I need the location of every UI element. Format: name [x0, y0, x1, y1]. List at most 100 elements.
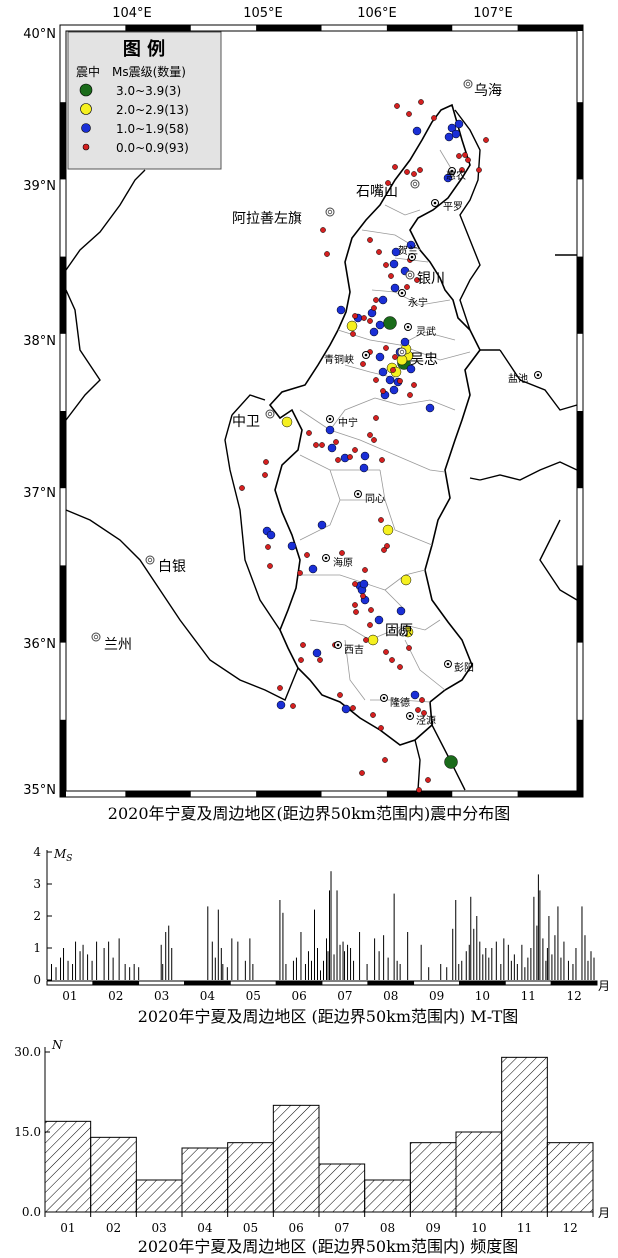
freq-month-label: 07	[334, 1221, 349, 1235]
frame-bar	[60, 256, 66, 334]
epicenter-dot	[397, 378, 403, 384]
epicenter-dot	[378, 295, 388, 305]
epicenter-dot	[297, 570, 303, 576]
city-label: 中宁	[338, 416, 358, 429]
epicenter-dot	[375, 320, 385, 330]
city-marker-dot	[93, 634, 99, 640]
freq-month-label: 05	[243, 1221, 258, 1235]
epicenter-dot	[414, 277, 420, 283]
map-caption: 2020年宁夏及周边地区(距边界50km范围内)震中分布图	[108, 804, 510, 823]
epicenter-dot	[425, 403, 435, 413]
frame-bar	[60, 102, 66, 180]
epicenter-dot	[363, 637, 369, 643]
mt-bars	[51, 871, 595, 980]
mt-month-strip	[504, 980, 552, 986]
epicenter-dot	[359, 463, 369, 473]
legend-title: 图 例	[123, 38, 165, 60]
epicenter-dot	[352, 313, 358, 319]
epicenter-dot	[263, 459, 269, 465]
mt-xunit: 月	[598, 979, 610, 993]
city-label: 灵武	[416, 325, 436, 338]
mt-y-tick-label: 0	[33, 973, 41, 987]
mt-month-strip	[92, 980, 140, 986]
epicenter-dot	[400, 574, 412, 586]
freq-month-label: 09	[426, 1221, 441, 1235]
epicenter-dot	[350, 705, 356, 711]
epicenter-dot	[308, 564, 318, 574]
epicenter-dot	[462, 152, 468, 158]
freq-xunit: 月	[598, 1206, 610, 1220]
city-18: 固原	[385, 623, 413, 639]
city-marker-dot	[400, 291, 404, 295]
epicenter-dot	[378, 367, 388, 377]
city-marker-dot	[450, 169, 454, 173]
mt-month-strip	[46, 980, 94, 986]
freq-month-label: 02	[106, 1221, 121, 1235]
city-15: 白银	[145, 555, 186, 575]
freq-month-label: 03	[152, 1221, 167, 1235]
frame-bar	[386, 25, 453, 31]
city-marker-dot	[412, 181, 418, 187]
longitude-tick-label: 105°E	[243, 6, 283, 21]
epicenter-dot	[394, 103, 400, 109]
epicenter-dot	[361, 315, 367, 321]
city-label: 彭阳	[454, 661, 474, 674]
epicenter-dot	[317, 657, 323, 663]
city-14: 同心	[354, 490, 385, 505]
epicenter-dot	[382, 757, 388, 763]
longitude-tick-label: 106°E	[357, 6, 397, 21]
epicenter-dot	[378, 725, 384, 731]
epicenter-dot	[324, 251, 330, 257]
frame-bar	[125, 25, 191, 31]
epicenter-dot	[389, 385, 399, 395]
city-10: 吴忠	[397, 347, 438, 368]
epicenter-dot	[353, 609, 359, 615]
epicenter-dot	[320, 227, 326, 233]
city-marker-dot	[399, 349, 405, 355]
city-marker-dot	[324, 556, 328, 560]
epicenter-dot	[325, 425, 335, 435]
epicenter-dot	[416, 787, 422, 793]
latitude-tick-label: 35°N	[23, 783, 56, 798]
epicenter-dot	[367, 432, 373, 438]
epicenter-dot	[346, 320, 358, 332]
epicenter-dot	[456, 153, 462, 159]
frame-bar	[577, 102, 583, 180]
epicenter-dot	[360, 451, 370, 461]
epicenter-dot	[367, 318, 373, 324]
epicenter-dot	[267, 563, 273, 569]
legend-item-label: 2.0~2.9(13)	[116, 103, 189, 117]
city-20: 彭阳	[444, 660, 474, 674]
epicenter-dot	[425, 777, 431, 783]
epicenter-dot	[391, 247, 401, 257]
map-frame-ticks	[60, 25, 583, 797]
city-17: 兰州	[91, 632, 132, 653]
city-marker-dot	[407, 272, 413, 278]
mt-month-label: 11	[521, 989, 536, 1003]
mt-month-strip	[413, 980, 460, 986]
city-marker-dot	[406, 325, 410, 329]
city-12: 中卫	[232, 409, 275, 430]
freq-ylabel: N	[51, 1038, 63, 1052]
epicenter-dot	[383, 316, 397, 330]
epicenter-map: 图 例 震中 Ms震级(数量) 3.0~3.9(3) 2.0~2.9(13) 1.0…	[23, 6, 584, 823]
epicenter-dot	[404, 169, 410, 175]
epicenter-dot	[313, 442, 319, 448]
epicenter-dot	[447, 123, 457, 133]
epicenter-dot	[454, 119, 464, 129]
latitude-tick-label: 37°N	[23, 486, 56, 501]
epicenter-dot	[239, 485, 245, 491]
epicenter-dot	[385, 375, 395, 385]
legend-item-label: 1.0~1.9(58)	[116, 122, 189, 136]
epicenter-dot	[383, 262, 389, 268]
freq-bar	[318, 1163, 366, 1213]
epicenter-dot	[265, 544, 271, 550]
legend-marker	[80, 103, 92, 115]
epicenter-dot	[412, 126, 422, 136]
epicenter-dot	[371, 437, 377, 443]
city-label: 贺兰	[398, 244, 418, 257]
frame-bar	[517, 791, 583, 797]
city-label: 惠农	[446, 169, 466, 182]
epicenter-dot	[381, 547, 387, 553]
epicenter-dot	[337, 692, 343, 698]
